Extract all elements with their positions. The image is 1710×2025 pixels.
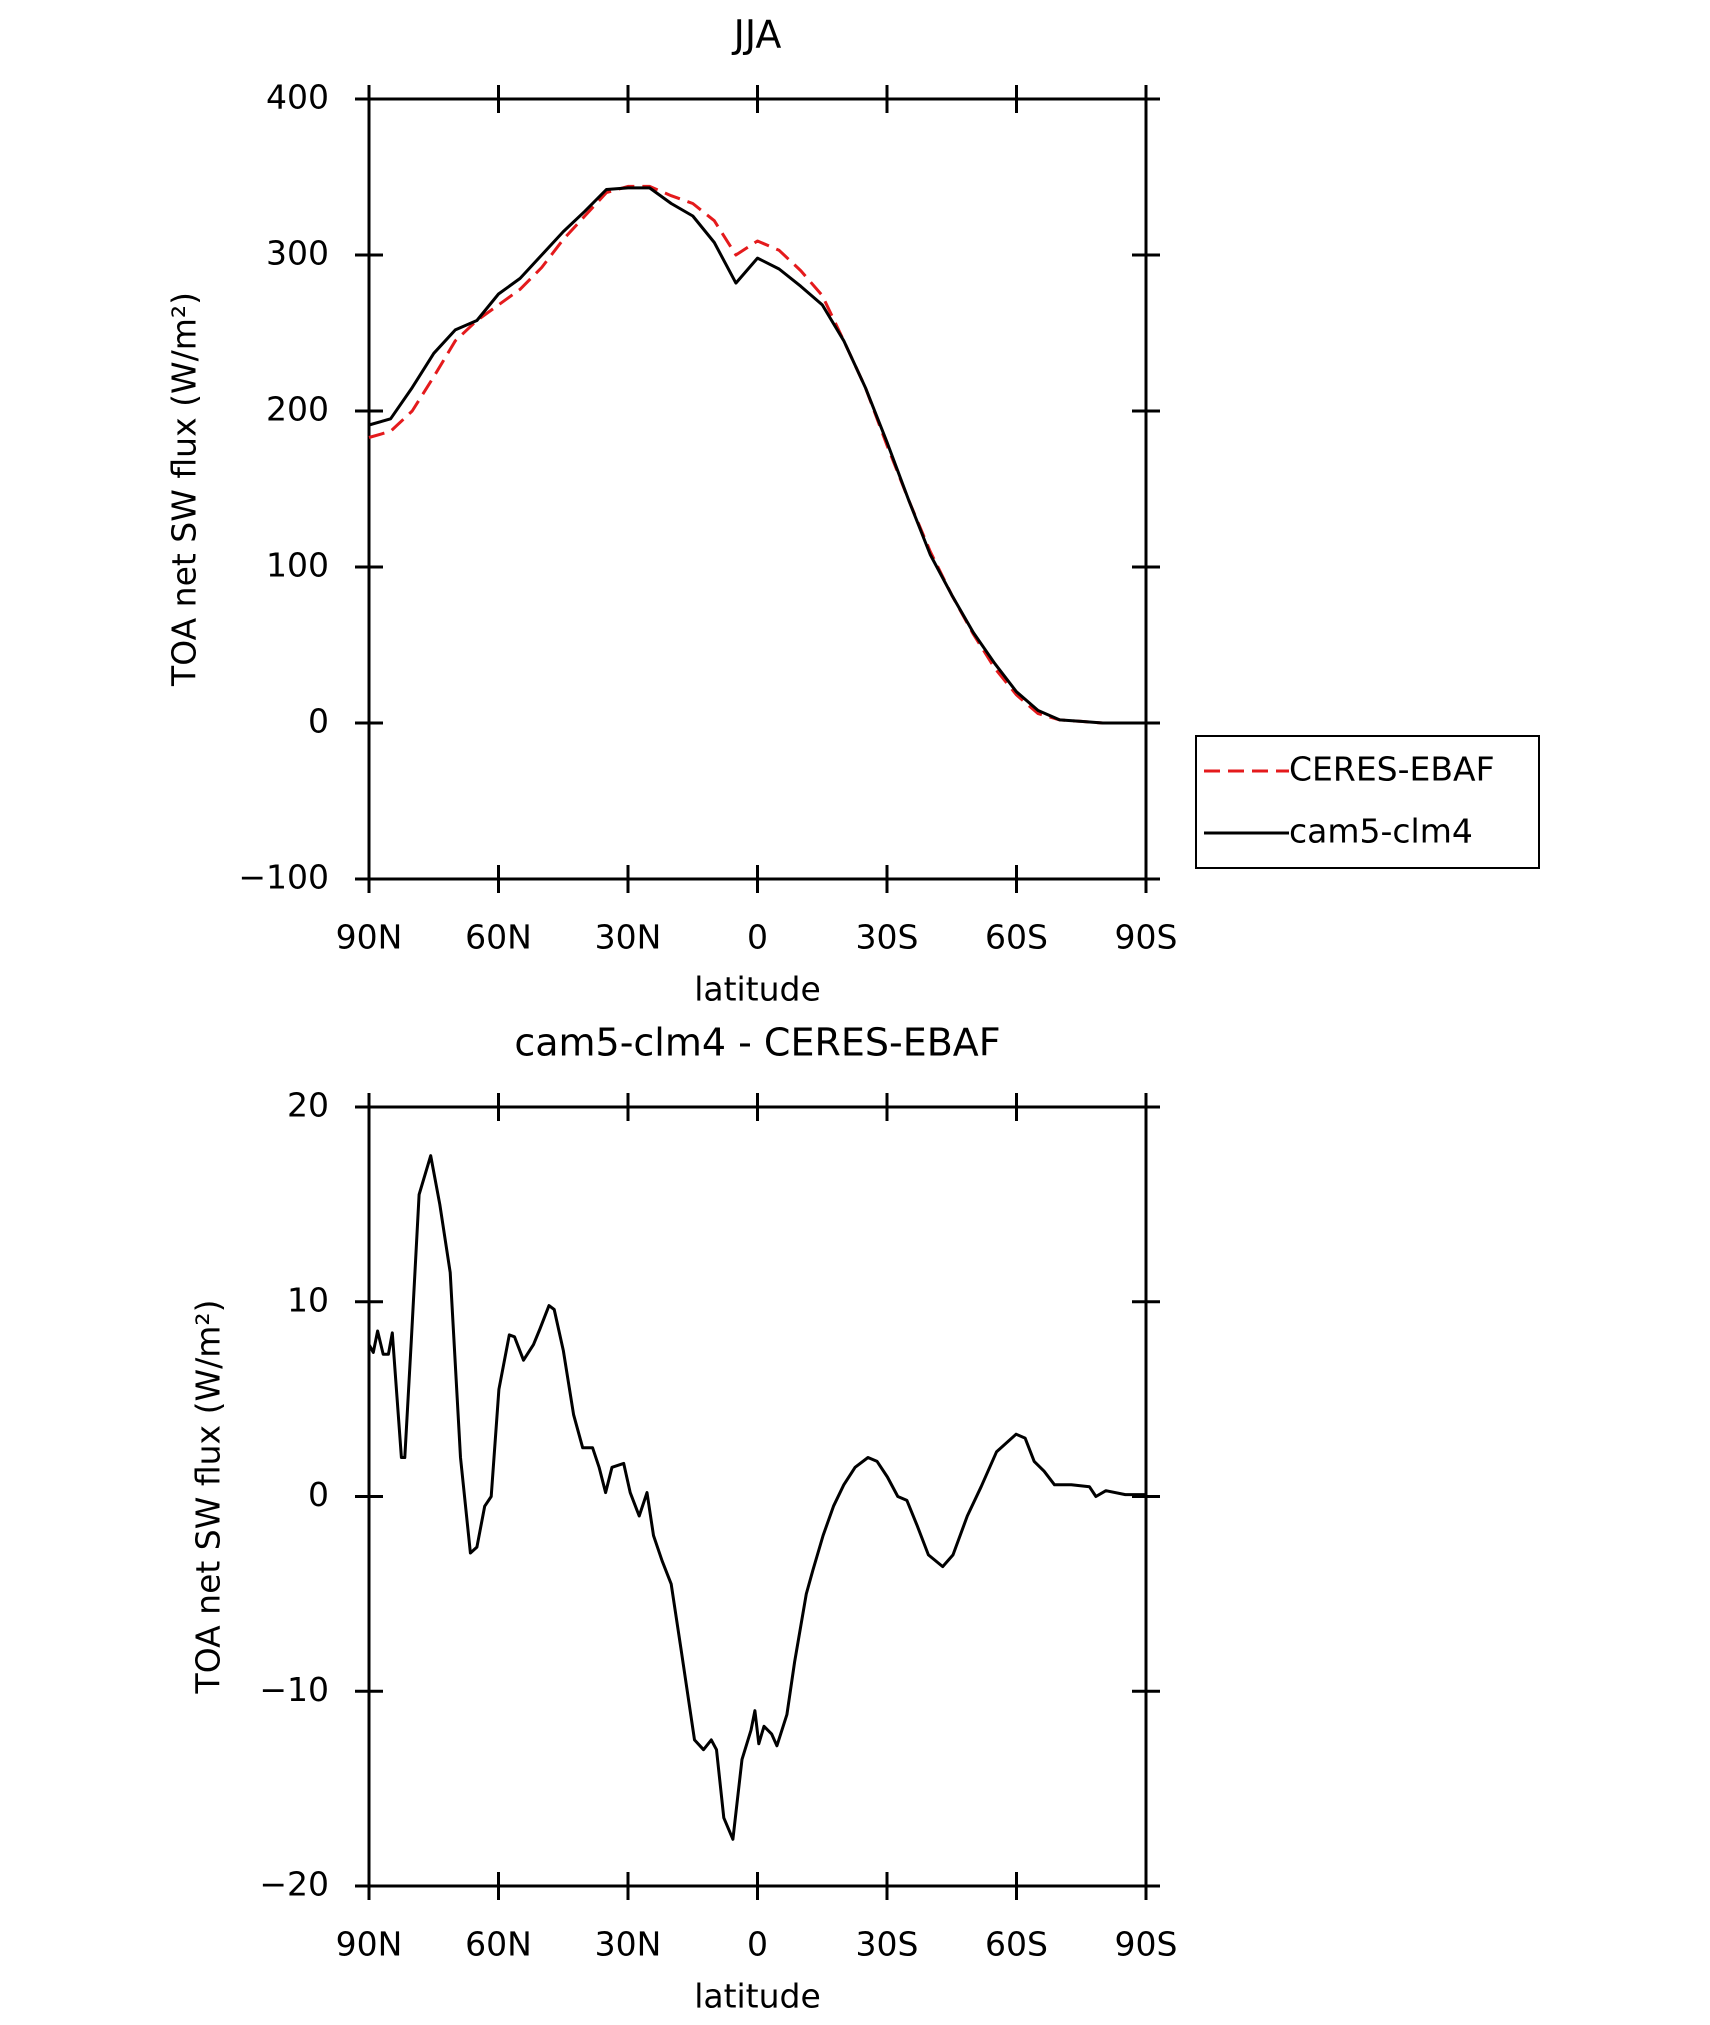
x-tick-label: 90N xyxy=(336,918,403,957)
y-tick-label: 0 xyxy=(308,1475,329,1514)
y-tick-label: 10 xyxy=(287,1280,329,1319)
x-tick-label: 30N xyxy=(595,1925,662,1964)
data-line xyxy=(368,184,1146,725)
y-axis-label: TOA net SW flux (W/m²) xyxy=(189,1300,228,1695)
x-tick-label: 60N xyxy=(465,1925,532,1964)
x-tick-label: 90S xyxy=(1115,918,1178,957)
x-tick-label: 30S xyxy=(856,1925,919,1964)
legend-box xyxy=(1195,735,1540,869)
x-tick-label: 0 xyxy=(747,918,768,957)
data-line xyxy=(368,186,1146,725)
y-tick-label: −10 xyxy=(259,1670,329,1709)
y-tick-label: 0 xyxy=(308,702,329,741)
chart-title: cam5-clm4 - CERES-EBAF xyxy=(514,1021,1000,1065)
y-tick-label: 200 xyxy=(266,390,329,429)
chart-title: JJA xyxy=(732,13,782,57)
y-axis-label: TOA net SW flux (W/m²) xyxy=(165,292,204,687)
y-tick-label: 20 xyxy=(287,1086,329,1125)
x-tick-label: 90S xyxy=(1115,1925,1178,1964)
legend-label: CERES-EBAF xyxy=(1289,750,1495,789)
legend-label: cam5-clm4 xyxy=(1289,812,1473,851)
x-tick-label: 60S xyxy=(985,918,1048,957)
x-tick-label: 60N xyxy=(465,918,532,957)
y-tick-label: 400 xyxy=(266,78,329,117)
data-line xyxy=(367,1154,1146,1841)
y-tick-label: −100 xyxy=(238,858,329,897)
plot-frame xyxy=(367,1105,1148,1888)
x-tick-label: 60S xyxy=(985,1925,1048,1964)
plot-frame xyxy=(367,97,1148,881)
x-axis-label: latitude xyxy=(694,1977,821,2016)
x-tick-label: 30S xyxy=(856,918,919,957)
y-tick-label: −20 xyxy=(259,1865,329,1904)
x-tick-label: 0 xyxy=(747,1925,768,1964)
x-axis-label: latitude xyxy=(694,970,821,1009)
y-tick-label: 100 xyxy=(266,546,329,585)
x-tick-label: 30N xyxy=(595,918,662,957)
y-tick-label: 300 xyxy=(266,234,329,273)
x-tick-label: 90N xyxy=(336,1925,403,1964)
